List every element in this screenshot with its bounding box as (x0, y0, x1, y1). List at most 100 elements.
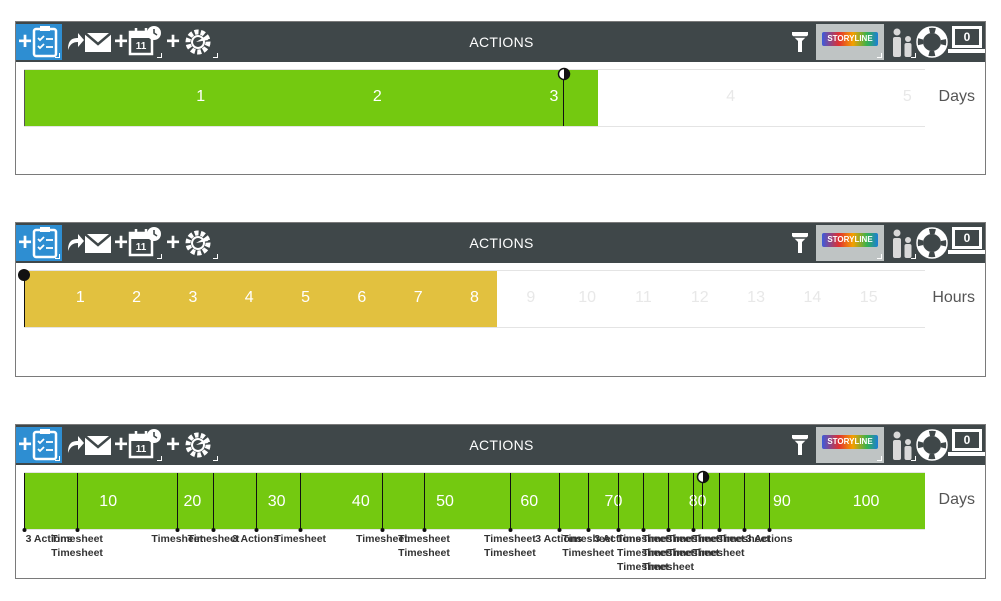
add-action-icon (32, 26, 58, 58)
add-settings-button[interactable]: + (166, 24, 220, 60)
event-dot[interactable] (22, 528, 27, 532)
timeline-track[interactable]: 1 2 3 4 5 6 7 8 9 10 11 12 13 14 15 (18, 269, 925, 328)
event-label[interactable]: Timesheet (642, 533, 695, 545)
notifications-button[interactable]: 0 (948, 427, 985, 463)
event-dot[interactable] (767, 528, 772, 532)
storyline-button[interactable]: STORYLINE (816, 225, 884, 261)
event-label[interactable]: Timesheet (562, 533, 615, 545)
send-email-button[interactable] (64, 427, 114, 463)
event-label[interactable]: Timesheet (617, 547, 669, 559)
send-email-button[interactable] (64, 225, 114, 261)
event-label[interactable]: Timesheet (483, 547, 536, 559)
event-line (24, 473, 25, 529)
add-action-button[interactable]: + (16, 24, 62, 60)
event-label[interactable]: Timesheet (692, 533, 745, 545)
track-start-rule (24, 70, 25, 126)
tick-label: 13 (747, 289, 765, 306)
event-dot[interactable] (75, 528, 80, 532)
event-label[interactable]: 3 Actions (535, 533, 583, 545)
event-label[interactable]: Timesheet (398, 547, 450, 559)
event-dot[interactable] (616, 528, 621, 532)
add-calendar-button[interactable]: +11 (114, 225, 164, 261)
current-time-marker[interactable] (24, 277, 25, 327)
filter-button[interactable] (788, 427, 812, 463)
timeline-track[interactable]: 10 20 30 40 50 60 70 80 90 100 3 Actions Timesheet T… (22, 470, 925, 573)
event-dot[interactable] (175, 528, 180, 532)
event-label[interactable]: Timesheet (355, 533, 408, 545)
storyline-button[interactable]: STORYLINE (816, 24, 884, 60)
event-label[interactable]: Timesheet (667, 533, 720, 545)
event-dot[interactable] (641, 528, 646, 532)
people-button[interactable] (888, 225, 916, 261)
event-dot[interactable] (508, 528, 513, 532)
event-dot[interactable] (254, 528, 259, 532)
timeline-track[interactable]: 1 2 3 4 5 (24, 67, 925, 127)
event-label[interactable]: 3 Actions (232, 533, 279, 545)
event-label[interactable]: Timesheet (483, 533, 536, 545)
event-label[interactable]: 3 Actions (25, 533, 73, 545)
email-icon (84, 435, 112, 455)
event-dot[interactable] (298, 528, 303, 532)
filter-button[interactable] (788, 24, 812, 60)
add-calendar-button[interactable]: +11 (114, 24, 164, 60)
filter-icon (792, 435, 808, 455)
event-line (255, 473, 257, 529)
help-button[interactable] (916, 225, 948, 261)
event-dot[interactable] (422, 528, 427, 532)
event-label[interactable]: Timesheet (642, 547, 695, 559)
event-label[interactable]: Timesheet (692, 547, 745, 559)
toolbar: + +11 + ACTIONS STORYLINE 0 (16, 22, 985, 62)
event-label[interactable]: Timesheet (51, 533, 103, 545)
event-dot[interactable] (211, 528, 216, 532)
current-time-marker[interactable] (562, 74, 564, 126)
add-action-button[interactable]: + (16, 225, 62, 261)
event-label[interactable]: Timesheet (398, 533, 450, 545)
notification-count: 0 (963, 30, 971, 44)
event-label[interactable]: Timesheet (274, 533, 327, 545)
notifications-button[interactable]: 0 (948, 24, 985, 60)
send-email-button[interactable] (64, 24, 114, 60)
event-dot[interactable] (717, 528, 722, 532)
event-label[interactable]: Timesheet (617, 561, 669, 573)
people-button[interactable] (888, 427, 916, 463)
event-label[interactable]: Timesheet (562, 547, 615, 559)
add-settings-button[interactable]: + (166, 427, 220, 463)
add-action-button[interactable]: + (16, 427, 62, 463)
tick-label: 3 (188, 289, 198, 306)
tick-label: 5 (301, 289, 311, 306)
event-label[interactable]: Timesheet (667, 547, 720, 559)
tick-label: 15 (859, 289, 878, 306)
help-button[interactable] (916, 427, 948, 463)
notifications-button[interactable]: 0 (948, 225, 985, 261)
event-label[interactable]: Timesheet (718, 533, 770, 545)
event-label[interactable]: Timesheet (642, 561, 695, 573)
current-time-marker[interactable] (701, 477, 703, 529)
event-label[interactable]: Timesheet (151, 533, 204, 545)
event-label[interactable]: 3 Actions (745, 533, 793, 545)
help-button[interactable] (916, 24, 948, 60)
tick-label: 40 (351, 493, 370, 510)
event-label[interactable]: Timesheet (617, 533, 669, 545)
event-label[interactable]: Timesheet (187, 533, 240, 545)
add-settings-icon (185, 432, 211, 458)
add-settings-button[interactable]: + (166, 225, 220, 261)
event-dot[interactable] (691, 528, 696, 532)
event-line (558, 473, 560, 529)
event-dot[interactable] (586, 528, 591, 532)
tick-label: 2 (132, 289, 142, 306)
reply-icon (68, 436, 84, 453)
event-dot[interactable] (742, 528, 747, 532)
add-calendar-button[interactable]: +11 (114, 427, 164, 463)
timeline-unit-label: Days (938, 88, 975, 105)
filter-button[interactable] (788, 225, 812, 261)
event-label[interactable]: 3 Actions (594, 533, 642, 545)
timeline-panel-days-long: + +11 + ACTIONS STORYLINE 0 10 20 30 40 50 60 70 80 9… (15, 424, 986, 579)
storyline-button[interactable]: STORYLINE (816, 427, 884, 463)
event-dot[interactable] (380, 528, 385, 532)
current-time-dot-icon (18, 269, 30, 281)
event-dot[interactable] (557, 528, 562, 532)
track-border-top (24, 270, 925, 271)
event-label[interactable]: Timesheet (51, 547, 103, 559)
event-dot[interactable] (666, 528, 671, 532)
people-button[interactable] (888, 24, 916, 60)
